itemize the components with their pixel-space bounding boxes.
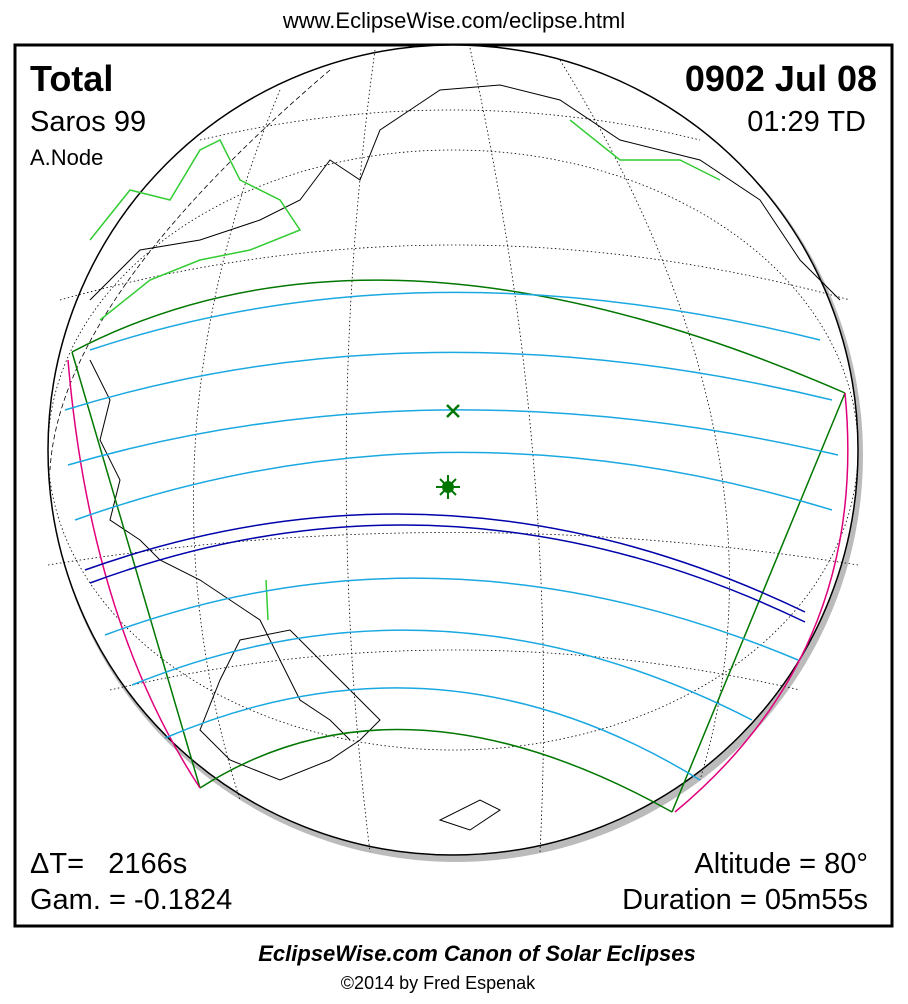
- duration: Duration = 05m55s: [622, 884, 868, 916]
- meridian: [193, 89, 281, 801]
- delta-t: ΔT= 2166s: [30, 848, 187, 880]
- greatest-eclipse: [436, 475, 460, 499]
- node: A.Node: [30, 145, 103, 170]
- meridian: [345, 49, 376, 853]
- umbra-north: [84, 513, 806, 613]
- latitude: [47, 532, 859, 566]
- date: 0902 Jul 08: [685, 58, 877, 99]
- penumbra-east: [671, 392, 846, 813]
- eclipse-type: Total: [30, 58, 113, 99]
- latitude: [59, 244, 851, 301]
- coastlines: [89, 84, 841, 831]
- penumbra-south: [199, 728, 673, 813]
- footer-title: EclipseWise.com Canon of Solar Eclipses: [258, 941, 696, 966]
- meridian: [49, 69, 331, 471]
- time: 01:29 TD: [747, 106, 866, 138]
- globe: [47, 44, 863, 862]
- altitude: Altitude = 80°: [694, 848, 868, 880]
- penumbra-west: [71, 351, 201, 789]
- gamma: Gam. = -0.1824: [30, 884, 232, 916]
- rise-set-west: [67, 359, 201, 789]
- umbra-south: [89, 524, 806, 623]
- saros: Saros 99: [30, 106, 146, 138]
- eclipse-path: [64, 279, 849, 813]
- url: www.EclipseWise.com/eclipse.html: [282, 8, 625, 33]
- latitude: [47, 149, 859, 751]
- borders: [89, 119, 721, 621]
- rise-set-east: [674, 392, 849, 813]
- copyright: ©2014 by Fred Espenak: [341, 973, 536, 993]
- penumbra-north: [71, 279, 846, 394]
- magnitude-curves: [64, 291, 839, 781]
- sub-solar-point: [446, 404, 460, 418]
